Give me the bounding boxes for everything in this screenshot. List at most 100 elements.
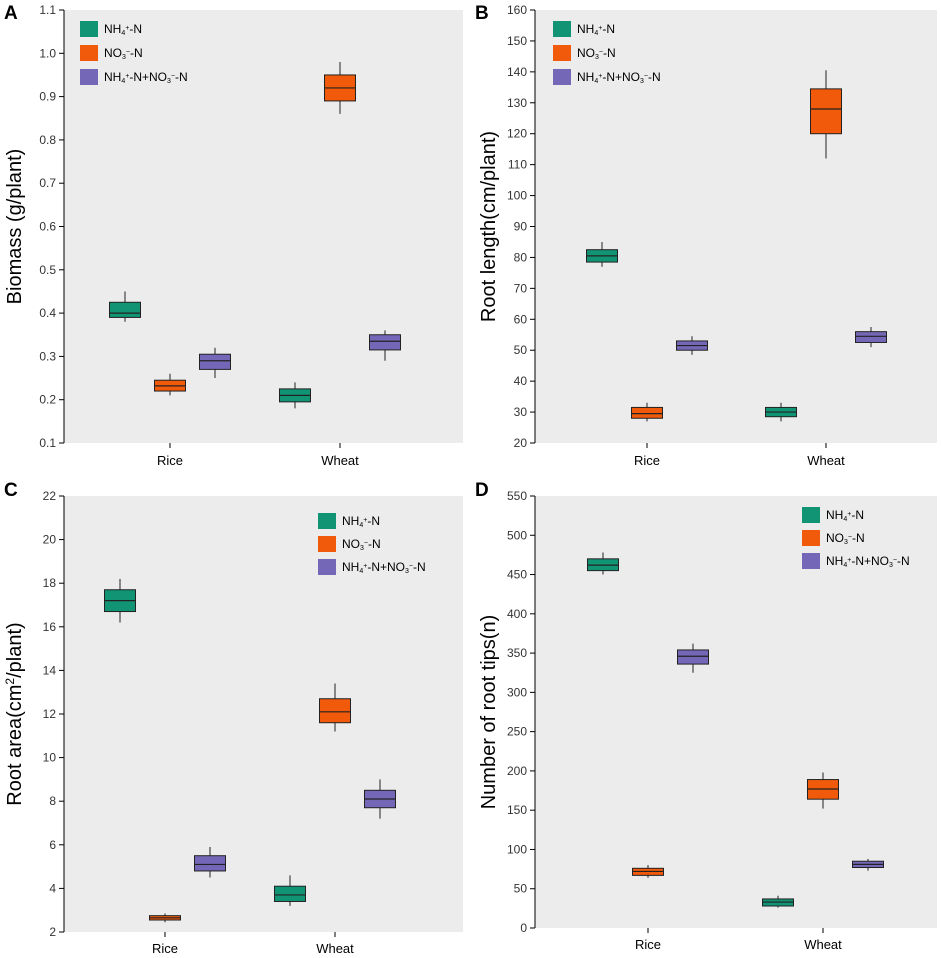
- legend-label: NH4+-N+NO3−-N: [826, 554, 910, 569]
- y-tick-label: 250: [507, 725, 527, 739]
- box-a-wheat-s2: [324, 61, 356, 114]
- legend-label: NH4+-N: [342, 514, 380, 529]
- plot-area: [535, 10, 937, 443]
- y-tick-label: 4: [49, 881, 56, 895]
- panel-a: A 0.1 0.2 0.3 0.4 0.5 0.6 0.7 0.8 0.9 1.0 1.1 Biomas…: [4, 3, 463, 468]
- y-tick-label: 110: [508, 158, 527, 172]
- legend-swatch: [80, 21, 98, 37]
- y-tick-label: 0.3: [39, 349, 56, 363]
- y-tick-label: 16: [43, 620, 57, 634]
- box-c-wheat-s3: [364, 779, 396, 819]
- legend-swatch: [802, 507, 820, 523]
- box-a-wheat-s1: [279, 382, 311, 409]
- box: [109, 301, 141, 318]
- legend-swatch: [802, 553, 820, 569]
- box: [199, 353, 231, 370]
- panel-d: D 0 50 100 150 200 250 300 350 400 450 500 550 Number…: [475, 480, 937, 952]
- plot-area: [64, 10, 463, 443]
- legend-swatch: [553, 69, 571, 85]
- y-tick-label: 550: [507, 489, 527, 503]
- box-b-wheat-s3: [855, 327, 887, 348]
- legend-label: NH4+-N+NO3−-N: [342, 560, 426, 575]
- box-b-wheat-s2: [810, 70, 842, 159]
- x-tick-label-wheat: Wheat: [807, 453, 845, 468]
- y-tick-label: 0.4: [39, 306, 56, 320]
- y-tick-label: 70: [514, 281, 528, 295]
- x-tick-label-wheat: Wheat: [321, 453, 359, 468]
- legend-label: NO3−-N: [826, 531, 865, 546]
- box-b-rice-s3: [676, 336, 708, 355]
- y-tick-label: 150: [507, 803, 527, 817]
- y-tick-label: 500: [507, 528, 527, 542]
- y-tick-label: 0.2: [39, 393, 56, 407]
- box: [194, 855, 226, 872]
- panel-c: C 2 4 6 8 10 12 14 16 18 20 22 Root area(cm2/plant) R…: [3, 480, 463, 956]
- y-tick-label: 0.7: [39, 176, 56, 190]
- y-tick-label: 50: [514, 882, 528, 896]
- panel-label: D: [475, 480, 489, 501]
- box: [274, 885, 306, 902]
- box: [810, 88, 842, 135]
- y-tick-label: 1.1: [39, 3, 56, 17]
- legend-label: NH4+-N+NO3−-N: [577, 70, 661, 85]
- x-tick-label-wheat: Wheat: [316, 941, 354, 956]
- x-tick-label-rice: Rice: [157, 453, 183, 468]
- box-a-rice-s2: [154, 373, 186, 396]
- legend: NH4+-N NO3−-N NH4+-N+NO3−-N: [553, 21, 661, 85]
- y-tick-label: 130: [507, 96, 527, 110]
- box: [677, 649, 709, 665]
- box: [855, 331, 887, 343]
- y-tick-label: 12: [43, 707, 57, 721]
- box-c-rice-s1: [104, 578, 136, 623]
- y-tick-label: 140: [507, 65, 527, 79]
- y-tick-label: 400: [507, 607, 527, 621]
- legend-swatch: [553, 45, 571, 61]
- legend: NH4+-N NO3−-N NH4+-N+NO3−-N: [80, 21, 188, 85]
- x-tick-label-wheat: Wheat: [804, 937, 842, 952]
- panel-b: B 20 30 40 50 60 70 80 90 100 110 120 130 140 150 160 Ro…: [475, 3, 937, 468]
- box-b-rice-s1: [586, 241, 618, 267]
- x-tick-label-rice: Rice: [152, 941, 178, 956]
- y-tick-label: 20: [514, 436, 528, 450]
- legend-swatch: [553, 21, 571, 37]
- legend: NH4+-N NO3−-N NH4+-N+NO3−-N: [802, 507, 910, 569]
- y-tick-label: 0.6: [39, 220, 56, 234]
- panel-label: B: [475, 3, 489, 24]
- y-tick-label: 1.0: [39, 46, 56, 60]
- legend-label: NO3−-N: [577, 46, 616, 61]
- y-tick-label: 450: [507, 568, 527, 582]
- legend-swatch: [318, 513, 336, 529]
- legend-label: NH4+-N: [826, 508, 864, 523]
- y-tick-label: 0.9: [39, 90, 56, 104]
- legend-label: NO3−-N: [104, 46, 143, 61]
- x-tick-label-rice: Rice: [635, 937, 661, 952]
- y-tick-label: 50: [514, 343, 528, 357]
- box-b-wheat-s1: [765, 402, 797, 422]
- y-tick-label: 8: [49, 794, 56, 808]
- plot-area: [64, 496, 463, 932]
- legend-swatch: [318, 536, 336, 552]
- legend-label: NH4+-N+NO3−-N: [104, 70, 188, 85]
- y-tick-label: 30: [514, 405, 528, 419]
- y-tick-label: 350: [507, 646, 527, 660]
- legend-swatch: [318, 559, 336, 575]
- box-a-wheat-s3: [369, 330, 401, 361]
- box-d-rice-s3: [677, 643, 709, 673]
- y-tick-label: 150: [507, 34, 527, 48]
- box-d-rice-s2: [632, 865, 664, 878]
- y-tick-label: 200: [507, 764, 527, 778]
- legend-swatch: [80, 45, 98, 61]
- y-axis-title: Root length(cm/plant): [478, 131, 500, 322]
- y-tick-label: 0.8: [39, 133, 56, 147]
- y-tick-label: 100: [507, 189, 527, 203]
- box-d-wheat-s1: [762, 895, 794, 908]
- box-b-rice-s2: [631, 402, 663, 422]
- box-d-wheat-s3: [852, 858, 884, 871]
- y-tick-label: 60: [514, 312, 528, 326]
- legend-label: NH4+-N: [577, 22, 615, 37]
- panel-label: A: [4, 3, 18, 24]
- box-a-rice-s1: [109, 291, 141, 322]
- box-d-wheat-s2: [807, 772, 839, 809]
- x-tick-label-rice: Rice: [634, 453, 660, 468]
